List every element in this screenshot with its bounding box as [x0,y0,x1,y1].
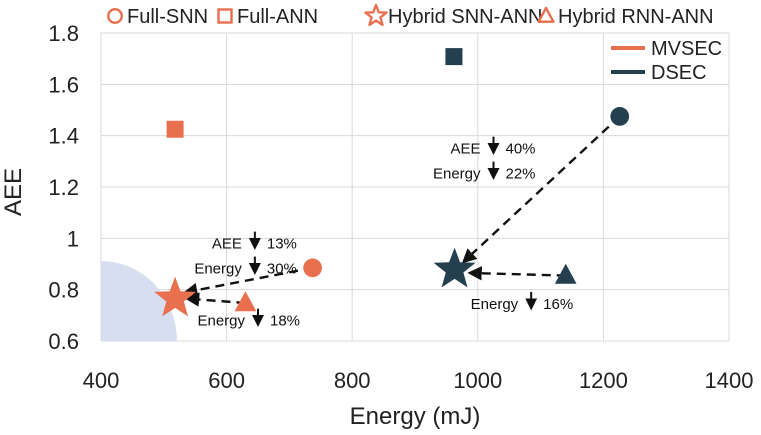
y-tick-label: 0.8 [48,278,79,303]
legend-marker-star [364,3,388,27]
y-tick-label: 1.2 [48,175,79,200]
x-tick-label: 1200 [579,368,628,393]
dashed-arrow [461,115,621,264]
y-tick-label: 1.6 [48,72,79,97]
point-mvsec-hybrid-rnn-ann [234,291,257,312]
legend-marker-circle [107,8,123,24]
y-axis-title: AEE [0,168,27,216]
legend-label: Full-SNN [127,6,208,28]
annotation-label: Energy [197,313,245,330]
x-tick-label: 600 [208,368,245,393]
point-mvsec-hybrid-snn-ann [154,276,196,317]
annotation-label: AEE [450,141,480,158]
x-axis-title: Energy (mJ) [350,403,481,430]
highlight-region-shape [101,261,177,341]
annotation-value: 13% [267,236,297,253]
y-tick-label: 1.8 [48,21,79,46]
dashed-arrow [184,292,246,307]
legend-marker-square [217,8,233,24]
point-dsec-full-snn [610,107,630,126]
legend-label: Full-ANN [237,6,318,28]
highlight-region [101,261,177,341]
legend-label: Hybrid RNN-ANN [558,6,714,28]
point-dsec-hybrid-snn-ann [433,247,476,288]
annotation-label: Energy [433,166,481,183]
annotation-value: 30% [267,261,297,278]
annotation-value: 18% [270,313,300,330]
x-tick-label: 1400 [705,368,754,393]
legend-marker-triangle [537,6,555,23]
legend-label: Hybrid SNN-ANN [388,6,542,28]
point-dsec-hybrid-rnn-ann [554,263,577,284]
y-tick-label: 1.4 [48,124,79,149]
x-tick-label: 400 [83,368,120,393]
point-mvsec-full-ann [166,120,184,138]
annotations: AEE 13% Energy 30% AEE 40% Energy 22% Energy 18% E… [194,136,573,330]
legend-dataset-label: DSEC [651,62,707,84]
annotation-value: 16% [543,296,573,313]
annotation-value: 40% [506,141,536,158]
dashed-arrow [467,266,566,281]
y-tick-label: 0.6 [48,329,79,354]
dashed-arrow [182,266,313,298]
annotation-label: AEE [212,236,242,253]
arrows [182,115,621,307]
annotation-label: Energy [194,261,242,278]
annotation-value: 22% [506,166,536,183]
grid [100,32,730,342]
point-mvsec-full-snn [303,258,322,278]
annotation-label: Energy [471,296,519,313]
x-tick-label: 800 [334,368,371,393]
point-dsec-full-ann [445,48,463,66]
y-tick-label: 1 [67,226,79,251]
legend: Full-SNN Full-ANN Hybrid SNN-ANN Hybrid RNN… [107,3,722,84]
data-points [154,48,630,317]
legend-dataset-label: MVSEC [651,38,722,60]
x-tick-label: 1000 [453,368,502,393]
axis-ticks: 400 600 800 1000 1200 1400 0.6 0.8 1 1.2 1.4 1.6 1.8 [48,21,753,393]
